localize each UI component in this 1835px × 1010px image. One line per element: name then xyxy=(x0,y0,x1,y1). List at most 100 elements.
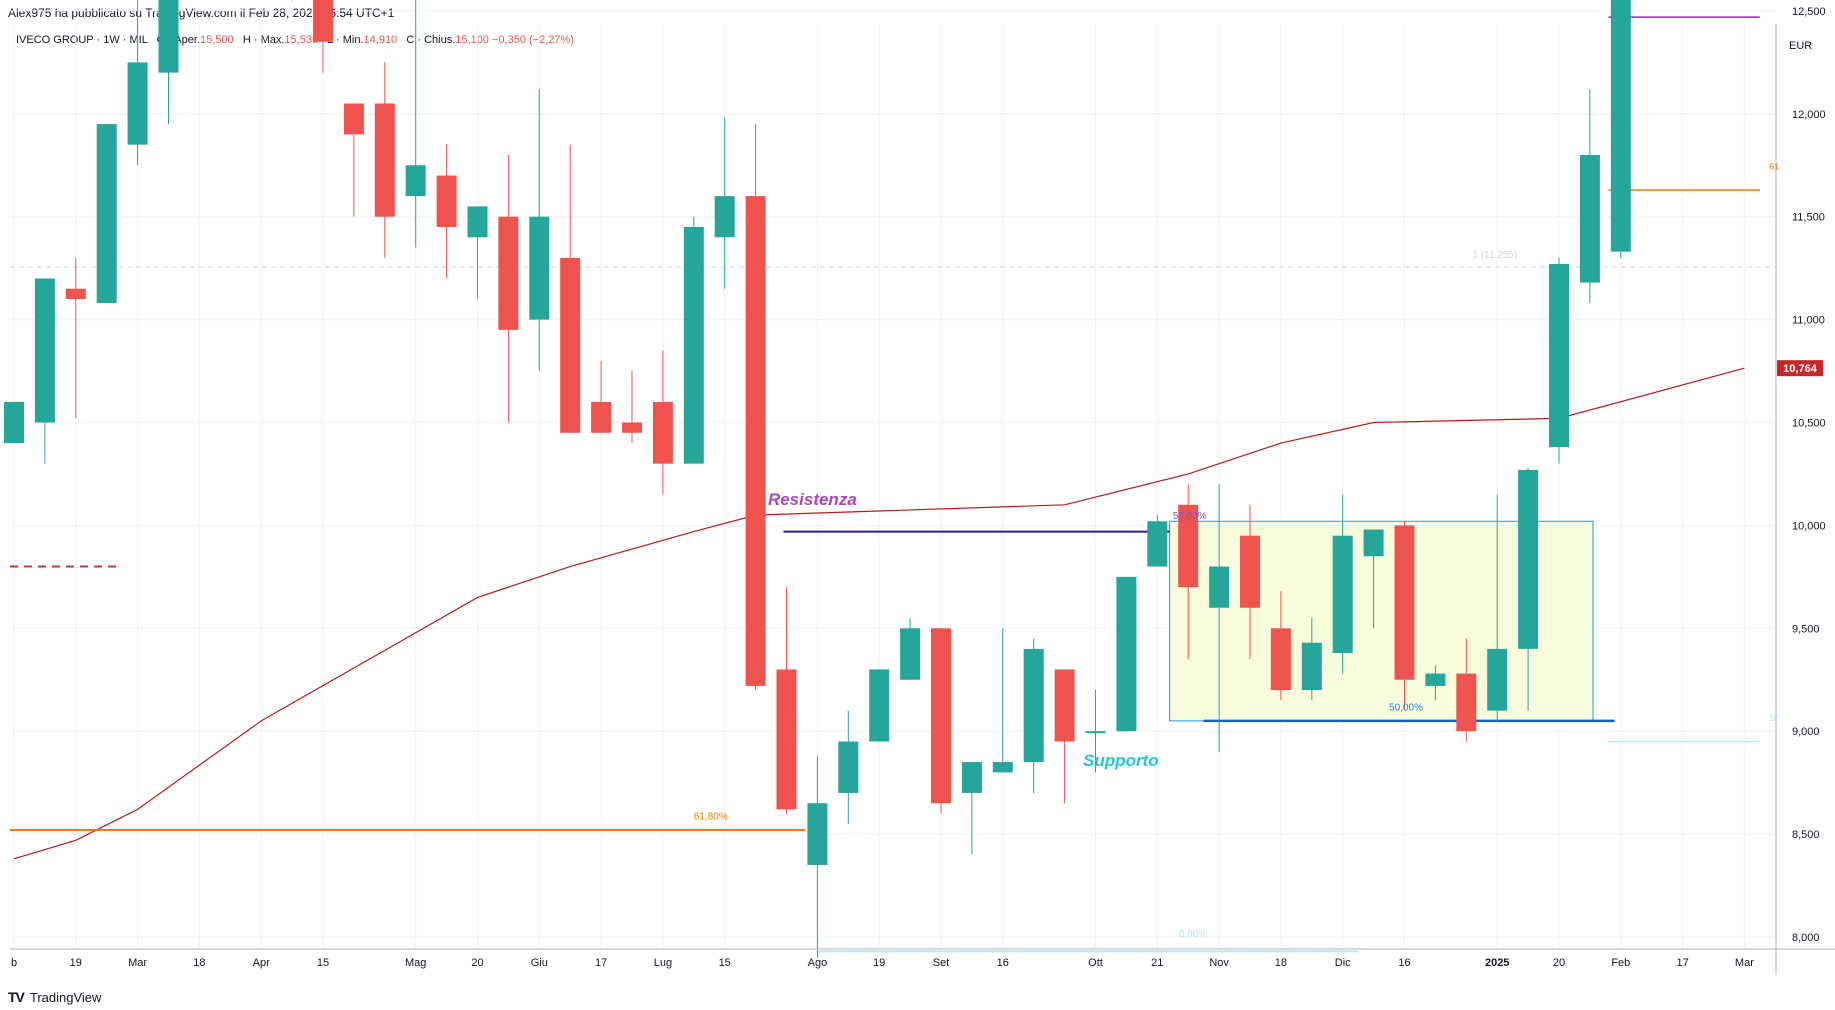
candle-body xyxy=(1456,673,1477,732)
candle-body xyxy=(467,206,488,238)
candle-body xyxy=(1054,669,1075,742)
candle-body xyxy=(405,165,426,197)
candle-body xyxy=(529,216,550,320)
x-tick-label: 18 xyxy=(1275,957,1287,969)
y-tick-label: 8,500 xyxy=(1792,829,1820,841)
y-tick-label: 11,500 xyxy=(1792,212,1825,224)
ohlc-legend: IVECO GROUP · 1W · MIL O · Aper.15,500 H… xyxy=(16,34,574,46)
candle-body xyxy=(776,669,797,810)
x-tick-label: Set xyxy=(933,957,950,969)
candle-body xyxy=(591,401,612,433)
candle-body xyxy=(1023,648,1044,763)
x-tick-label: 15 xyxy=(719,957,731,969)
fib-1-label: 1 (11,255) xyxy=(1472,250,1517,261)
fib-50-right-label: 50,00% xyxy=(1389,703,1423,714)
candle-body xyxy=(1425,673,1446,686)
x-tick-label: Apr xyxy=(253,957,270,969)
x-tick-label: 20 xyxy=(1553,957,1565,969)
tradingview-logo-icon: TV xyxy=(8,989,25,1005)
x-tick-label: Nov xyxy=(1209,957,1229,969)
x-tick-label: 17 xyxy=(1676,957,1688,969)
x-tick-label: 17 xyxy=(595,957,607,969)
x-tick-label: b xyxy=(11,957,17,969)
x-tick-label: 16 xyxy=(997,957,1009,969)
y-tick-label: 12,500 xyxy=(1792,6,1826,18)
resistance-label: Resistenza xyxy=(768,490,857,509)
x-tick-label: 19 xyxy=(873,957,885,969)
x-tick-label: Mar xyxy=(128,957,147,969)
candle-body xyxy=(1394,525,1415,680)
y-tick-label: 11,000 xyxy=(1792,315,1825,327)
tradingview-logo: TV TradingView xyxy=(8,989,101,1005)
chart-grid xyxy=(10,10,1775,948)
x-tick-label: Ago xyxy=(808,957,828,969)
candle-body xyxy=(1487,648,1508,711)
candle-body xyxy=(807,803,828,865)
candle-body xyxy=(1240,535,1260,608)
x-tick-label: 16 xyxy=(1398,957,1410,969)
annotations: ResistenzaSupporto0,00%61,80%0,00%50,00%… xyxy=(694,161,1779,940)
x-tick-label: 19 xyxy=(70,957,82,969)
legend-close-label: C · Chius. xyxy=(406,34,456,46)
tradingview-brand: TradingView xyxy=(29,989,102,1005)
y-tick-label: 10,500 xyxy=(1792,418,1826,430)
candle-body xyxy=(374,103,395,217)
x-tick-label: Mar xyxy=(1735,957,1754,969)
candle-body xyxy=(931,628,951,804)
candle-body xyxy=(622,422,642,433)
fib-right-10-label: 10 xyxy=(1769,713,1779,723)
y-tick-label: 8,000 xyxy=(1792,932,1820,944)
candle-body xyxy=(714,196,735,238)
candle-body xyxy=(961,762,982,793)
x-tick-label: 15 xyxy=(317,957,329,969)
candle-body xyxy=(436,175,457,227)
y-tick-label: 10,000 xyxy=(1792,520,1826,532)
x-tick-label: Ott xyxy=(1088,957,1103,969)
x-tick-label: Giu xyxy=(531,957,548,969)
fib-label-mid-0: 0,00% xyxy=(1179,929,1207,940)
candle-body xyxy=(65,288,86,300)
candle-body xyxy=(683,226,704,464)
y-tick-label: 9,000 xyxy=(1792,726,1820,738)
candle-body xyxy=(652,401,673,464)
legend-symbol: IVECO GROUP · 1W · MIL xyxy=(16,34,148,46)
legend-low-label: L · Min. xyxy=(327,34,364,46)
legend-low: 14,910 xyxy=(363,34,398,46)
candle-body xyxy=(34,278,55,423)
candle-body xyxy=(343,103,364,135)
legend-close: 15,100 xyxy=(455,34,489,46)
candle-body xyxy=(1549,264,1569,448)
candle-body xyxy=(313,0,333,42)
candle-body xyxy=(560,257,581,433)
fib-right-61-label: 61 xyxy=(1769,161,1779,171)
axes: 8,000 8,500 9,000 9,500 10,000 10,500 11,000 11… xyxy=(10,6,1835,975)
ma-value-tag: 10,764 xyxy=(1783,363,1818,375)
candle-body xyxy=(869,669,890,742)
legend-change: −0,350 (−2,27%) xyxy=(492,34,574,46)
x-tick-label: 2025 xyxy=(1485,957,1509,969)
candle-body xyxy=(1116,576,1137,732)
legend-high-label: H · Max. xyxy=(242,34,285,46)
candle-body xyxy=(1579,154,1600,283)
moving-average-line xyxy=(13,367,1745,860)
legend-open: 15,500 xyxy=(200,34,234,46)
candle-body xyxy=(1363,529,1384,557)
candle-body xyxy=(1147,521,1168,567)
legend-high: 15,535 xyxy=(284,34,319,46)
publisher-caption: Alex975 ha pubblicato su TradingView.com… xyxy=(8,6,395,20)
candle-body xyxy=(1178,504,1199,588)
x-tick-label: 21 xyxy=(1151,957,1163,969)
candle-body xyxy=(1610,0,1631,252)
candles xyxy=(4,0,1631,958)
fib-label-left-618: 61,80% xyxy=(694,812,728,823)
candle-body xyxy=(498,216,519,330)
y-tick-label: 9,500 xyxy=(1792,623,1820,635)
x-tick-label: Feb xyxy=(1611,957,1630,969)
candle-body xyxy=(992,762,1013,773)
x-tick-label: Dic xyxy=(1335,957,1351,969)
y-tick-label: 12,000 xyxy=(1792,109,1826,121)
x-tick-label: 20 xyxy=(471,957,483,969)
candle-body xyxy=(838,741,859,793)
x-tick-label: Lug xyxy=(654,957,672,969)
